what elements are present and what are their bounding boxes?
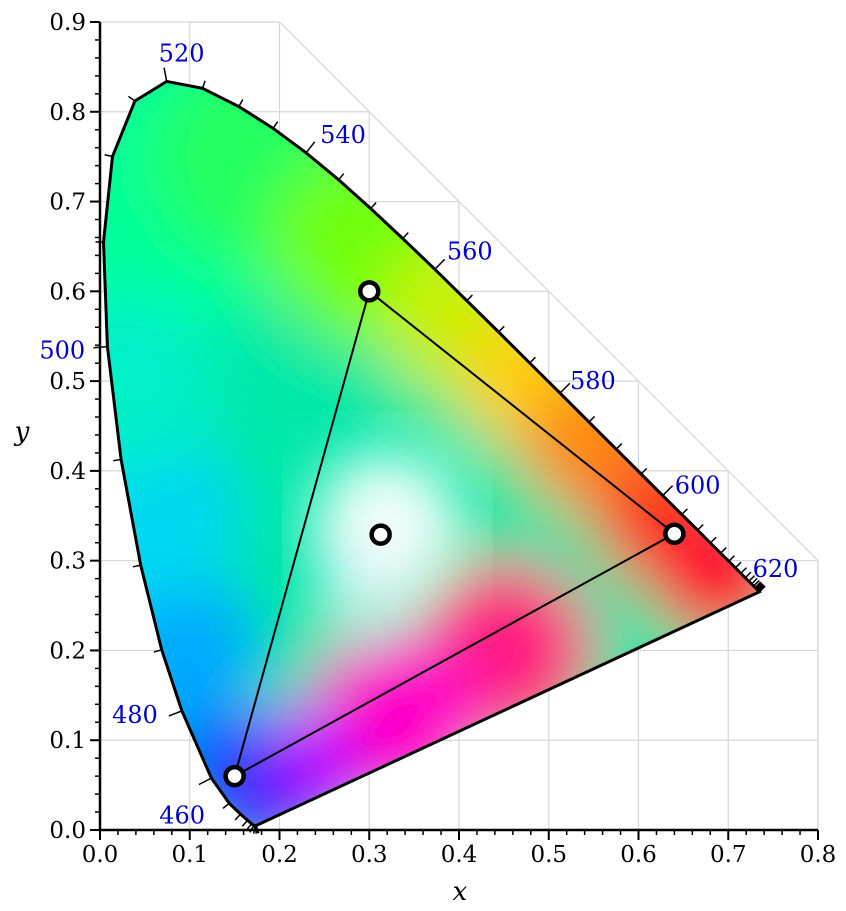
y-tick-label: 0.6	[49, 279, 86, 305]
locus-tick	[728, 555, 735, 562]
wavelength-label-520: 520	[159, 39, 205, 67]
y-axis-title: y	[14, 417, 30, 447]
blue-primary-point	[223, 764, 246, 788]
locus-tick	[241, 819, 249, 827]
locus-tick	[740, 567, 748, 574]
y-tick-label: 0.7	[49, 190, 86, 216]
locus-tick	[153, 649, 162, 653]
wavelength-label-560: 560	[447, 237, 493, 265]
locus-tick	[753, 579, 760, 587]
locus-tick	[744, 571, 752, 579]
locus-tick	[662, 485, 674, 497]
wavelength-label-540: 540	[320, 121, 366, 149]
locus-tick	[758, 585, 766, 593]
locus-tick	[402, 232, 409, 239]
white-point	[369, 523, 392, 546]
locus-tick	[163, 67, 168, 82]
locus-tick	[756, 583, 764, 590]
y-tick-label: 0.9	[49, 10, 86, 36]
locus-tick	[697, 523, 704, 531]
x-tick-label: 0.8	[800, 842, 837, 868]
x-tick-label: 0.7	[710, 842, 747, 868]
locus-tick	[529, 356, 536, 364]
locus-tick	[272, 121, 279, 129]
y-tick-label: 0.0	[49, 818, 86, 844]
locus-tick	[132, 564, 141, 568]
y-tick-label: 0.8	[49, 100, 86, 126]
locus-tick	[640, 467, 648, 475]
locus-tick	[337, 173, 345, 181]
y-tick-label: 0.2	[49, 638, 86, 664]
gamut-outline	[233, 289, 677, 779]
locus-tick	[748, 575, 756, 582]
locus-tick	[588, 415, 596, 423]
locus-tick	[498, 325, 505, 333]
locus-tick	[201, 80, 206, 89]
x-tick-label: 0.5	[530, 842, 567, 868]
x-axis-title: x	[453, 877, 468, 907]
locus-tick	[222, 802, 230, 809]
x-tick-label: 0.3	[351, 842, 388, 868]
locus-tick	[751, 577, 758, 585]
y-tick-label: 0.4	[49, 459, 86, 485]
locus-tick	[720, 547, 727, 554]
locus-tick	[370, 202, 377, 209]
y-tick-label: 0.5	[49, 369, 86, 395]
x-tick-label: 0.4	[441, 842, 478, 868]
locus-tick	[198, 777, 212, 786]
wavelength-label-580: 580	[570, 367, 616, 395]
x-tick-label: 0.1	[171, 842, 208, 868]
locus-tick	[127, 95, 136, 102]
wavelength-labels: 460 480 500 520 540 560 580 600 620	[39, 39, 798, 829]
locus-tick	[734, 561, 742, 569]
y-tick-label: 0.1	[49, 728, 86, 754]
gamut-triangle	[223, 280, 686, 788]
chromaticity-diagram: 460 480 500 520 540 560 580 600 620	[39, 39, 798, 834]
x-tick-label: 0.6	[620, 842, 657, 868]
locus-tick	[238, 99, 244, 107]
grid-envelope	[189, 21, 819, 830]
locus-tick	[757, 584, 765, 592]
locus-tick	[168, 710, 183, 717]
locus-tick	[559, 382, 571, 394]
locus-tick	[305, 141, 316, 154]
red-primary-point	[663, 522, 686, 545]
wavelength-label-620: 620	[753, 555, 799, 583]
locus-tick	[113, 458, 122, 462]
wavelength-label-480: 480	[112, 701, 158, 729]
locus-tick	[709, 536, 717, 544]
green-primary-point	[358, 280, 381, 303]
y-tick-label: 0.3	[49, 549, 86, 575]
wavelength-label-500: 500	[39, 337, 85, 365]
locus-tick	[754, 581, 762, 589]
locus-tick	[755, 582, 763, 590]
locus-tick	[234, 813, 242, 821]
locus-tick	[615, 442, 623, 450]
wavelength-label-600: 600	[675, 472, 721, 500]
x-tick-label: 0.0	[82, 842, 119, 868]
wavelength-label-460: 460	[159, 801, 205, 829]
locus-tick	[466, 294, 473, 302]
x-tick-label: 0.2	[261, 842, 298, 868]
locus-tick	[434, 258, 446, 270]
locus-tick	[104, 154, 113, 158]
locus-tick	[681, 508, 688, 516]
locus-tick	[757, 583, 764, 591]
axes: 0.0 0.1 0.2 0.3 0.4 0.5 0.6 0.7 0.8 0.0 0.1 0.2 0.3 0…	[49, 10, 836, 868]
